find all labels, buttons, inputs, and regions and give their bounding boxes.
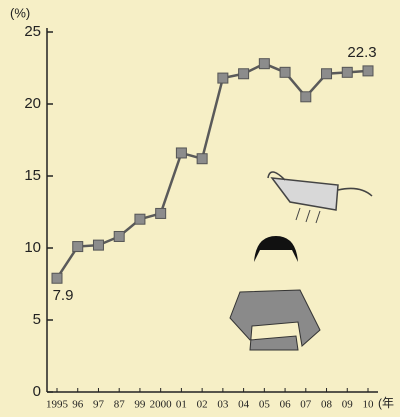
x-axis-label: (年 <box>378 396 394 410</box>
x-tick-label: 08 <box>321 399 333 411</box>
y-tick-label: 25 <box>24 23 41 40</box>
y-tick-label: 10 <box>24 239 41 256</box>
x-tick-label: 05 <box>259 399 271 411</box>
x-tick-label: 02 <box>197 399 208 411</box>
marker <box>363 66 373 76</box>
y-tick-label: 0 <box>33 383 41 400</box>
x-tick-label: 99 <box>134 399 146 411</box>
marker <box>218 73 228 83</box>
x-tick-label: 09 <box>342 399 354 411</box>
marker <box>52 273 62 283</box>
marker <box>239 69 249 79</box>
x-tick-label: 04 <box>238 399 250 411</box>
x-tick-label: 06 <box>280 399 292 411</box>
x-tick-label: 01 <box>176 399 187 411</box>
x-tick-label: 87 <box>114 399 126 411</box>
marker <box>259 59 269 69</box>
marker <box>301 92 311 102</box>
x-tick-label: 03 <box>217 399 229 411</box>
y-tick-label: 20 <box>24 95 41 112</box>
chart: (%) (年 051015202519959697879920000102030… <box>0 0 400 417</box>
marker <box>322 69 332 79</box>
background <box>0 0 400 417</box>
y-tick-label: 15 <box>24 167 41 184</box>
y-tick-label: 5 <box>33 311 41 328</box>
x-tick-label: 10 <box>363 399 375 411</box>
marker <box>93 240 103 250</box>
x-tick-label: 1995 <box>46 399 69 411</box>
x-tick-label: 96 <box>72 399 84 411</box>
marker <box>73 242 83 252</box>
x-tick-label: 2000 <box>150 399 173 411</box>
marker <box>342 67 352 77</box>
marker <box>176 148 186 158</box>
marker <box>280 67 290 77</box>
x-tick-label: 97 <box>93 399 105 411</box>
data-label: 7.9 <box>53 287 74 304</box>
marker <box>135 214 145 224</box>
marker <box>114 231 124 241</box>
data-label: 22.3 <box>347 44 376 61</box>
x-tick-label: 07 <box>300 399 312 411</box>
y-axis-label: (%) <box>10 5 30 20</box>
marker <box>156 208 166 218</box>
marker <box>197 154 207 164</box>
